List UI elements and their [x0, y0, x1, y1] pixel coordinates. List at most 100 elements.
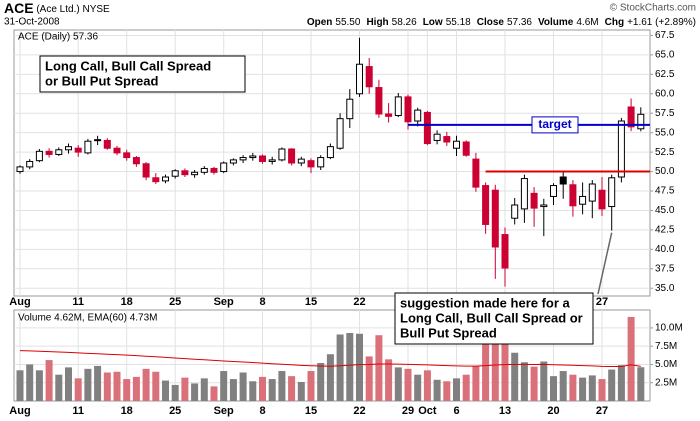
y-tick-label: 2.5M	[655, 377, 677, 388]
x-tick-label: 29	[402, 405, 414, 417]
candle-body	[511, 204, 519, 219]
candle-body	[385, 113, 393, 117]
volume-bar	[239, 372, 247, 401]
y-tick-label: 67.5	[655, 30, 675, 41]
stat-value: 55.50	[335, 17, 360, 28]
x-tick-label: 18	[121, 405, 133, 417]
volume-bar	[365, 356, 373, 401]
stat-value: 58.26	[392, 17, 417, 28]
volume-bar	[530, 366, 538, 401]
volume-bar	[259, 376, 266, 401]
x-tick-label: 25	[169, 405, 181, 417]
volume-bar	[404, 368, 412, 401]
candle-body	[268, 159, 276, 162]
candle-body	[394, 96, 402, 117]
x-tick-label: 22	[353, 405, 365, 417]
volume-bar	[181, 377, 189, 401]
candle-body	[239, 157, 247, 161]
volume-bar	[297, 381, 305, 401]
volume-bar	[288, 376, 296, 401]
volume-bar	[229, 379, 237, 401]
candle-body	[559, 176, 567, 185]
candle-body	[45, 150, 53, 155]
volume-bar	[443, 381, 451, 401]
x-tick-label: Sep	[214, 296, 234, 308]
volume-bar	[326, 354, 334, 401]
candle-body	[462, 141, 470, 156]
volume-bar	[472, 365, 480, 401]
candle-body	[472, 158, 480, 188]
volume-bar	[385, 359, 393, 401]
volume-bar	[94, 365, 102, 401]
y-tick-label: 37.5	[655, 263, 675, 274]
volume-bar	[142, 368, 150, 401]
candle-body	[336, 118, 344, 149]
volume-bar	[579, 377, 587, 401]
volume-bar	[356, 333, 363, 401]
volume-bar	[45, 360, 53, 401]
volume-bar	[152, 371, 160, 401]
volume-bar	[540, 361, 548, 401]
y-tick-label: 5.0M	[655, 359, 677, 370]
candle-body	[530, 192, 538, 209]
stat-label: High	[366, 17, 388, 28]
y-tick-label: 10.0M	[655, 323, 683, 334]
candle-body	[520, 178, 528, 210]
x-tick-label: 15	[305, 405, 317, 417]
candle-body	[152, 177, 160, 183]
candle-body	[588, 183, 596, 202]
candle-body	[317, 157, 325, 168]
x-tick-label: Aug	[9, 296, 30, 308]
y-tick-label: 60.0	[655, 88, 675, 99]
candle-body	[491, 189, 499, 248]
candle-body	[356, 63, 363, 95]
volume-bar	[123, 379, 131, 401]
x-tick-label: 27	[596, 296, 608, 308]
annotation-text: Bull Put Spread	[400, 325, 497, 340]
volume-bar	[598, 379, 606, 401]
stat-label: Volume	[538, 17, 574, 28]
volume-bar	[627, 316, 635, 401]
stat-label: Chg	[605, 17, 624, 28]
stat-label: Close	[477, 17, 505, 28]
candle-body	[84, 140, 92, 154]
candle-body	[288, 148, 296, 164]
volume-bar	[74, 378, 82, 401]
x-tick-label: 11	[72, 405, 84, 417]
candle-body	[375, 87, 383, 115]
volume-bar	[162, 380, 169, 401]
candle-body	[74, 147, 82, 153]
legend: Volume 4.62M, EMA(60) 4.73M	[18, 313, 158, 324]
company: (Ace Ltd.)	[36, 4, 79, 15]
candle-body	[171, 170, 179, 177]
candle-body	[16, 166, 24, 173]
volume-bar	[520, 362, 528, 401]
candle-body	[637, 113, 645, 130]
volume-bar	[113, 371, 121, 401]
y-tick-label: 47.5	[655, 186, 675, 197]
volume-bar	[307, 371, 315, 401]
symbol: ACE	[4, 0, 34, 16]
candle-body	[35, 150, 43, 162]
candle-body	[608, 177, 616, 208]
x-tick-label: 8	[259, 405, 265, 417]
volume-bar	[375, 335, 383, 401]
volume-bar	[35, 370, 43, 401]
volume-bar	[423, 370, 431, 401]
volume-bar	[268, 379, 276, 401]
candle-body	[229, 159, 237, 164]
volume-bar	[559, 371, 567, 401]
y-tick-label: 57.5	[655, 108, 675, 119]
volume-bar	[394, 367, 402, 401]
annotation-text: suggestion made here for a	[400, 295, 571, 310]
volume-bar	[482, 335, 490, 401]
volume-bar	[462, 374, 470, 401]
volume-bar	[103, 372, 111, 401]
volume-bar	[84, 368, 92, 401]
candle-body	[113, 147, 121, 154]
candle-body	[482, 185, 490, 225]
candle-body	[423, 111, 431, 145]
x-tick-label: 22	[353, 296, 365, 308]
x-tick-label: 20	[547, 405, 559, 417]
